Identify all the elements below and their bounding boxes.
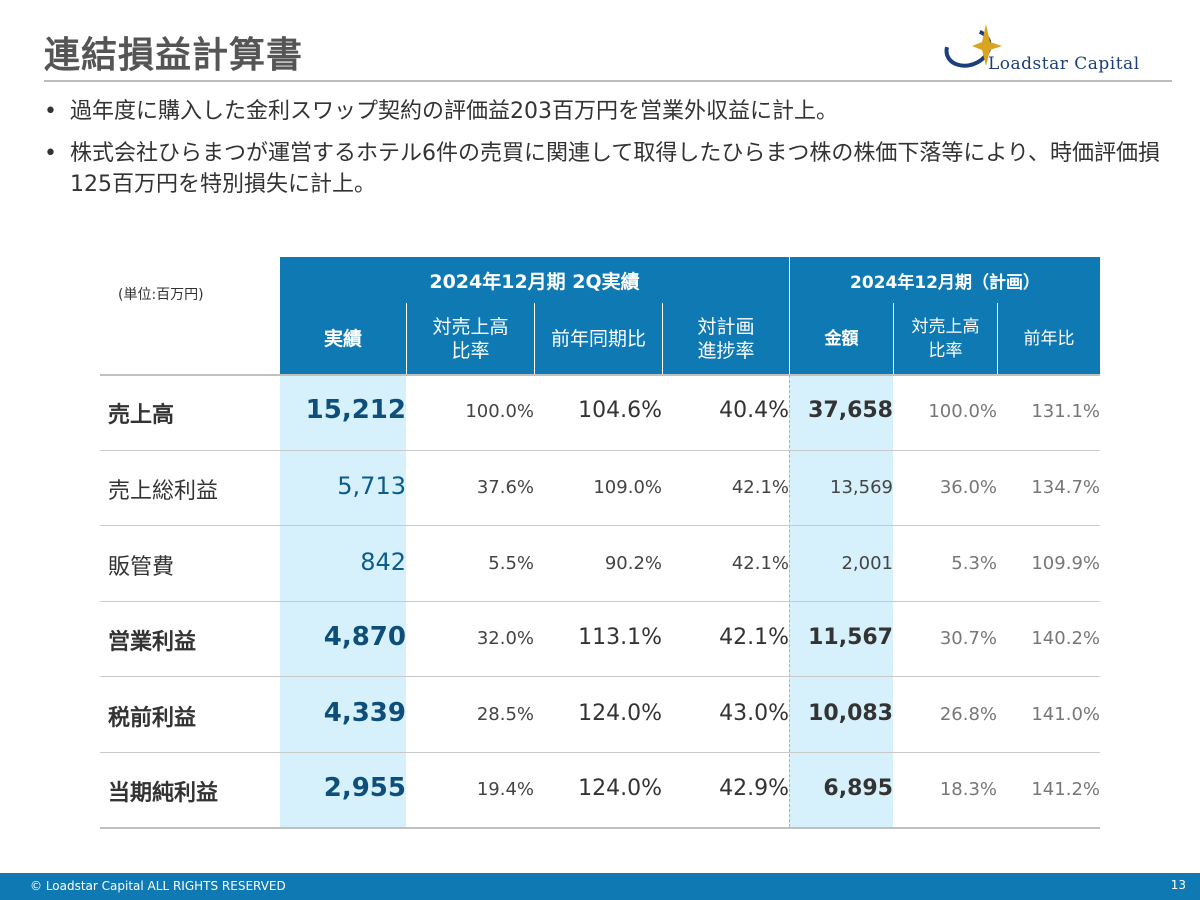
cell-plan-amount: 6,895 xyxy=(823,776,893,801)
cell-ratio: 28.5% xyxy=(476,704,534,725)
cell-yoy: 90.2% xyxy=(604,553,662,574)
cell-progress: 42.1% xyxy=(719,625,789,650)
col-header-ratio: 対売上高 比率 xyxy=(406,303,534,375)
row-label: 当期純利益 xyxy=(108,781,219,806)
cell-plan-yoy: 109.9% xyxy=(1031,553,1100,574)
bullet-item: • 過年度に購入した金利スワップ契約の評価益203百万円を営業外収益に計上。 xyxy=(44,96,1164,127)
bullet-icon: • xyxy=(44,99,57,124)
table-rule xyxy=(100,676,1100,677)
cell-plan-ratio: 36.0% xyxy=(939,477,997,498)
row-label: 売上総利益 xyxy=(108,479,219,504)
footer-bar: © Loadstar Capital ALL RIGHTS RESERVED 1… xyxy=(0,873,1200,900)
cell-plan-yoy: 134.7% xyxy=(1031,477,1100,498)
page-number: 13 xyxy=(1170,878,1186,892)
col-header-plan-amount: 金額 xyxy=(789,303,893,375)
bullet-icon: • xyxy=(44,141,57,166)
cell-ratio: 37.6% xyxy=(476,477,534,498)
table-rule xyxy=(100,827,1100,829)
bullet-list: • 過年度に購入した金利スワップ契約の評価益203百万円を営業外収益に計上。 • 株… xyxy=(44,96,1164,211)
cell-actual: 15,212 xyxy=(305,395,406,425)
cell-ratio: 100.0% xyxy=(465,401,534,422)
title-divider xyxy=(44,80,1172,82)
copyright-text: © Loadstar Capital ALL RIGHTS RESERVED xyxy=(30,879,286,893)
unit-label: (単位:百万円) xyxy=(118,287,204,303)
cell-yoy: 113.1% xyxy=(578,625,662,650)
cell-plan-yoy: 140.2% xyxy=(1031,628,1100,649)
logo-wordmark: Loadstar Capital xyxy=(988,54,1140,74)
cell-yoy: 109.0% xyxy=(593,477,662,498)
cell-plan-amount: 10,083 xyxy=(808,701,893,726)
page-title: 連結損益計算書 xyxy=(44,35,304,76)
cell-actual: 2,955 xyxy=(323,773,406,803)
cell-plan-amount: 37,658 xyxy=(808,398,893,423)
cell-actual: 5,713 xyxy=(337,472,406,500)
cell-ratio: 5.5% xyxy=(488,553,534,574)
row-label: 販管費 xyxy=(108,555,175,580)
cell-progress: 42.1% xyxy=(731,477,789,498)
cell-actual: 4,339 xyxy=(323,698,406,728)
star-logo-icon xyxy=(944,24,1002,68)
cell-plan-yoy: 141.0% xyxy=(1031,704,1100,725)
cell-actual: 842 xyxy=(360,548,406,576)
cell-plan-amount: 13,569 xyxy=(830,477,893,498)
cell-progress: 42.1% xyxy=(731,553,789,574)
cell-yoy: 124.0% xyxy=(578,701,662,726)
cell-yoy: 104.6% xyxy=(578,398,662,423)
cell-plan-yoy: 141.2% xyxy=(1031,779,1100,800)
table-rule xyxy=(100,450,1100,451)
cell-plan-ratio: 18.3% xyxy=(939,779,997,800)
cell-plan-ratio: 5.3% xyxy=(951,553,997,574)
cell-plan-yoy: 131.1% xyxy=(1031,401,1100,422)
col-header-plan-yoy: 前年比 xyxy=(997,303,1100,375)
col-header-actual: 実績 xyxy=(280,303,406,375)
cell-ratio: 32.0% xyxy=(476,628,534,649)
table-rule xyxy=(100,601,1100,602)
cell-progress: 40.4% xyxy=(719,398,789,423)
row-label: 営業利益 xyxy=(108,630,197,655)
plan-group-header: 2024年12月期（計画） xyxy=(789,257,1100,303)
col-header-progress: 対計画 進捗率 xyxy=(662,303,789,375)
cell-yoy: 124.0% xyxy=(578,776,662,801)
table-rule xyxy=(100,752,1100,753)
cell-plan-amount: 11,567 xyxy=(808,625,893,650)
company-logo xyxy=(942,22,1172,78)
row-label: 税前利益 xyxy=(108,706,197,731)
cell-plan-amount: 2,001 xyxy=(841,553,893,574)
cell-plan-ratio: 100.0% xyxy=(928,401,997,422)
table-rule xyxy=(100,374,1100,376)
table-rule xyxy=(100,525,1100,526)
bullet-item: • 株式会社ひらまつが運営するホテル6件の売買に関連して取得したひらまつ株の株価下… xyxy=(44,138,1164,200)
cell-actual: 4,870 xyxy=(323,622,406,652)
cell-progress: 43.0% xyxy=(719,701,789,726)
row-label: 売上高 xyxy=(108,403,175,428)
col-header-plan-ratio: 対売上高 比率 xyxy=(893,303,997,375)
cell-plan-ratio: 30.7% xyxy=(939,628,997,649)
actual-group-header: 2024年12月期 2Q実績 xyxy=(280,257,789,303)
cell-ratio: 19.4% xyxy=(476,779,534,800)
col-header-yoy: 前年同期比 xyxy=(534,303,662,375)
cell-progress: 42.9% xyxy=(719,776,789,801)
cell-plan-ratio: 26.8% xyxy=(939,704,997,725)
